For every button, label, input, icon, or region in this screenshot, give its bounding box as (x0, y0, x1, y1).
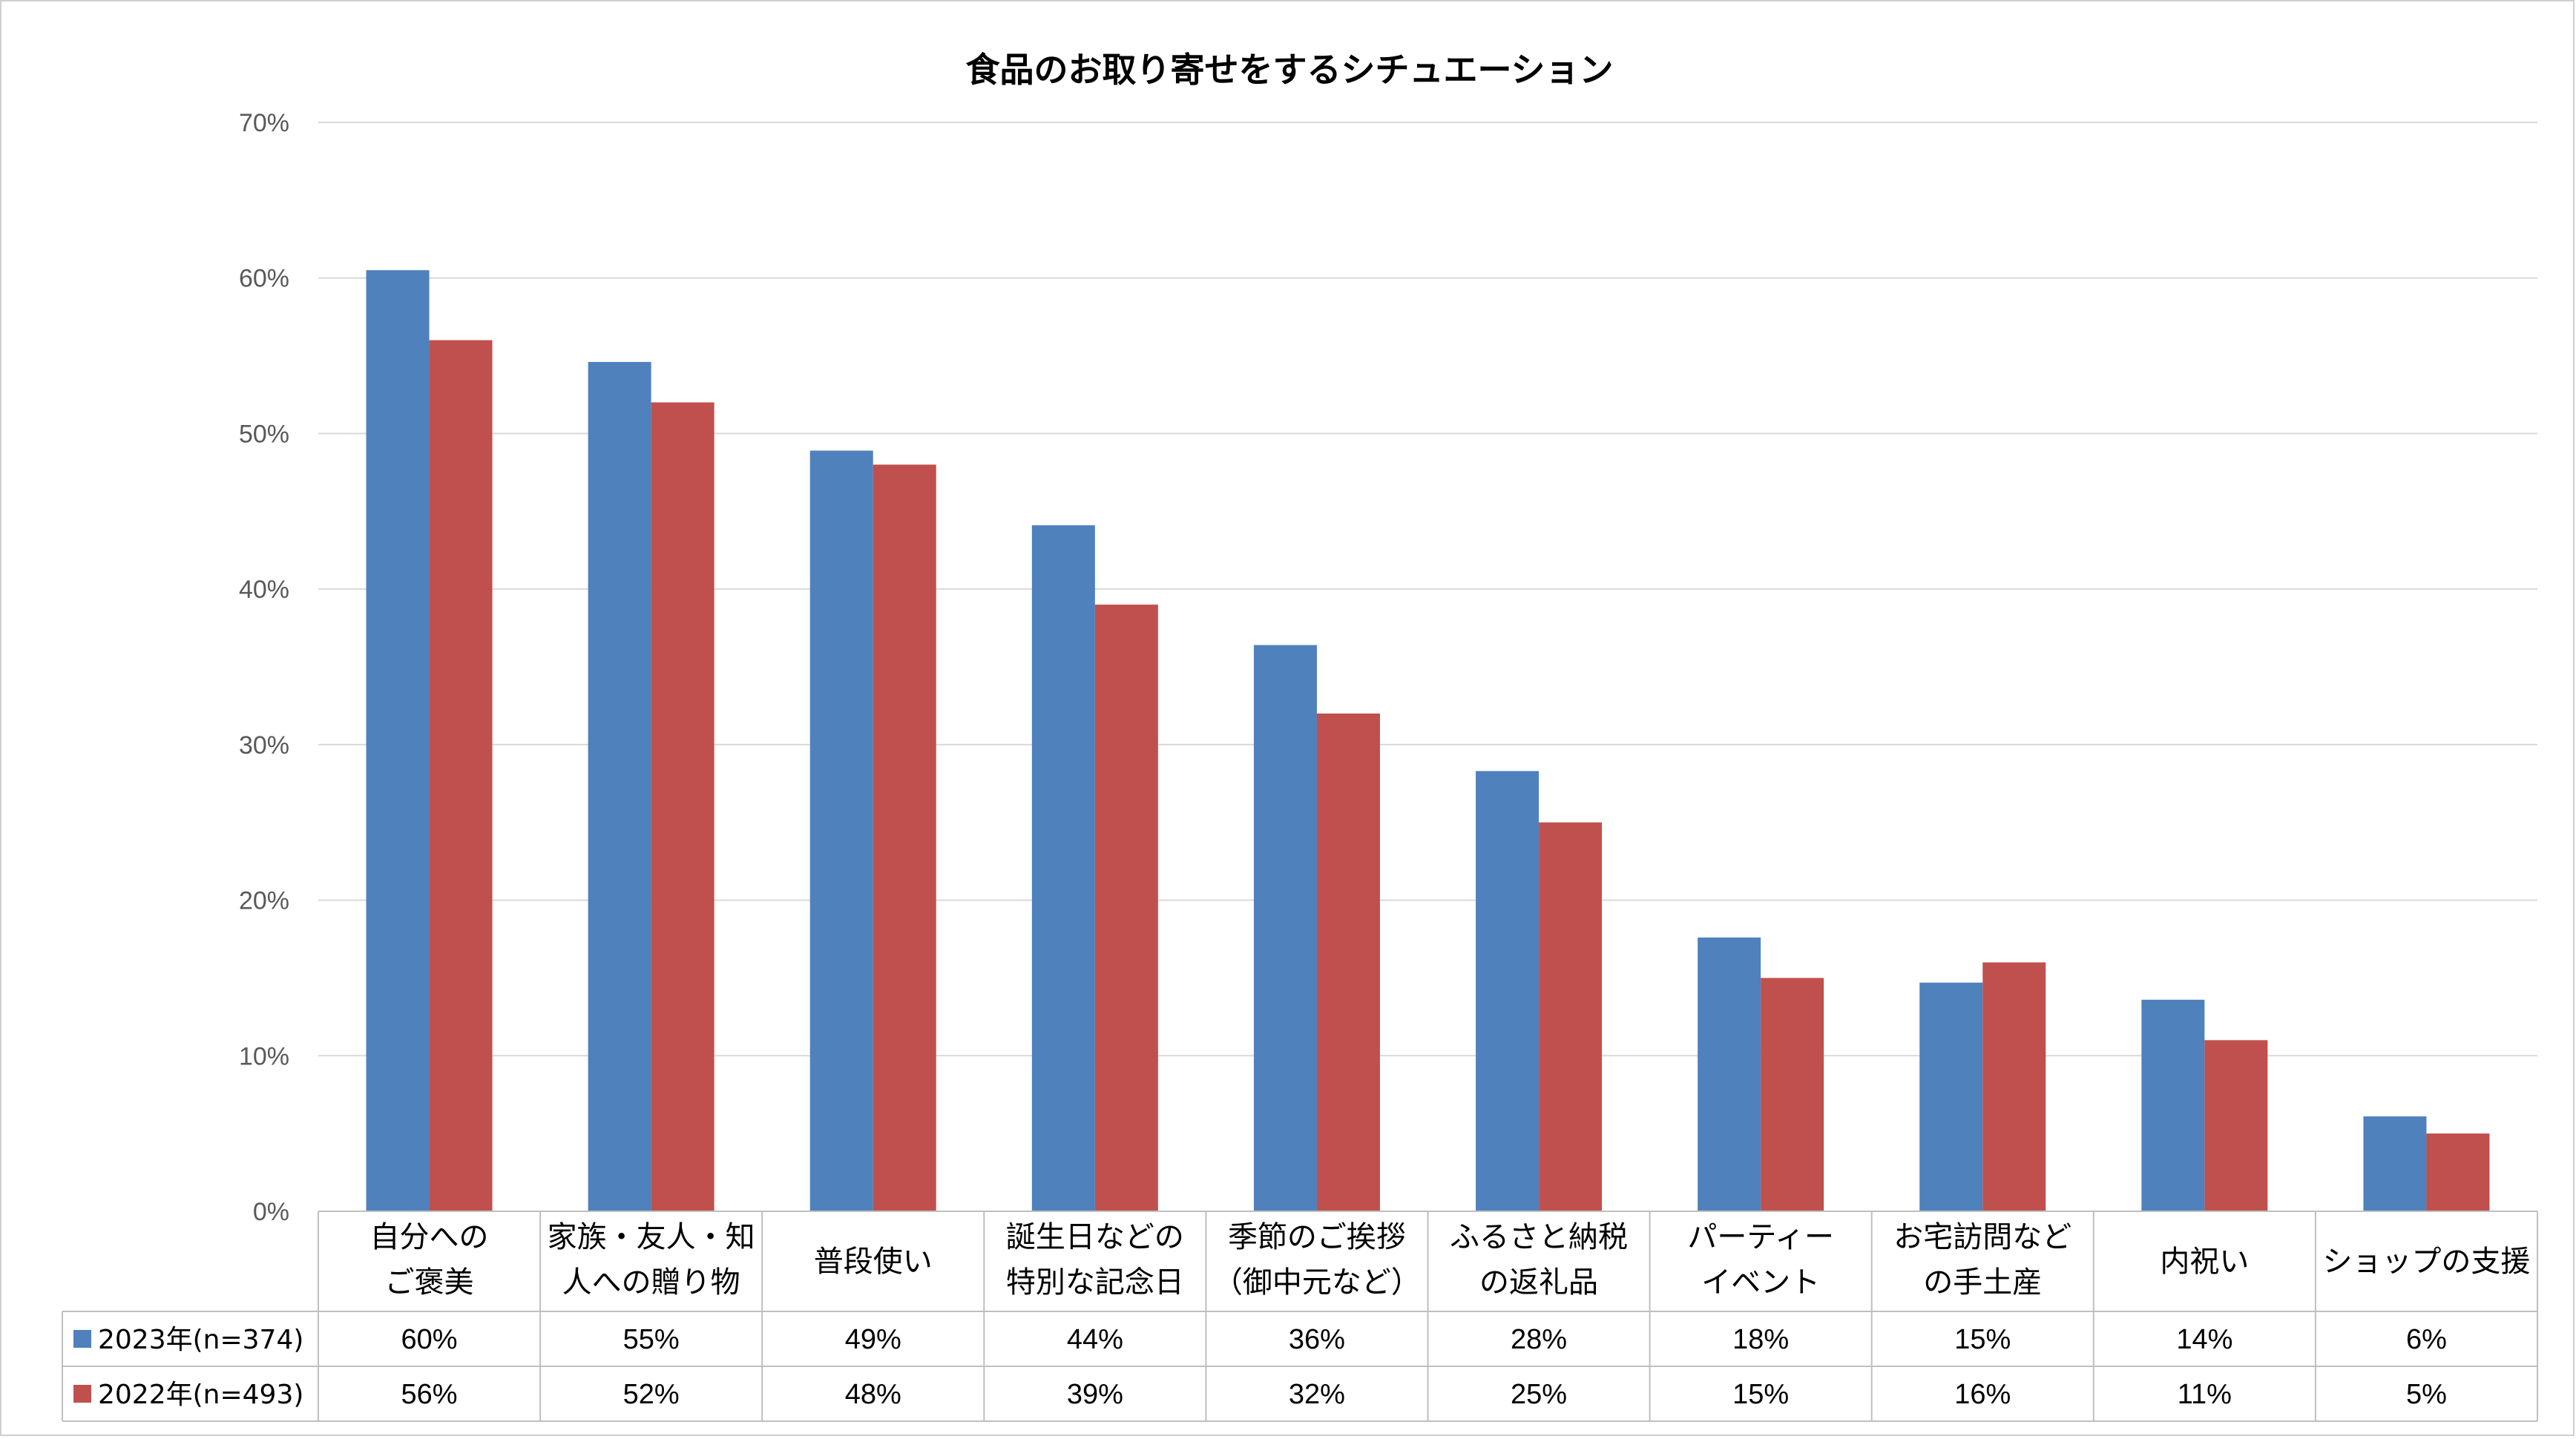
data-label: 15% (1954, 1324, 2011, 1355)
y-tick-label: 40% (239, 576, 289, 604)
y-tick-label: 20% (239, 887, 289, 915)
data-label: 16% (1954, 1379, 2011, 1410)
y-tick-label: 70% (239, 109, 289, 137)
data-label: 14% (2176, 1324, 2232, 1355)
bar (651, 402, 714, 1211)
x-category-label: ふるさと納税 (1450, 1220, 1628, 1254)
data-label: 25% (1511, 1379, 1567, 1410)
data-label: 6% (2406, 1324, 2447, 1355)
bar-series (366, 270, 2490, 1212)
x-category-label: 誕生日などの (1006, 1220, 1184, 1254)
bar (1539, 822, 1603, 1211)
data-label: 28% (1511, 1324, 1567, 1355)
x-category-label: パーティー (1687, 1220, 1834, 1254)
bar (1476, 771, 1540, 1211)
bar (1094, 605, 1158, 1211)
y-axis: 0% 10% 20% 30% 40% 50% 60% 70% (239, 109, 289, 1226)
x-category-label: の手土産 (1923, 1265, 2042, 1300)
data-label: 11% (2178, 1379, 2232, 1410)
x-category-label: 人への贈り物 (562, 1265, 740, 1300)
x-category-label: 内祝い (2160, 1245, 2249, 1279)
bar (1031, 525, 1095, 1211)
bar (1253, 645, 1317, 1211)
data-label: 52% (623, 1379, 680, 1410)
x-category-label: イベント (1701, 1265, 1820, 1300)
data-label: 48% (845, 1379, 901, 1410)
x-category-label: 季節のご挨拶 (1228, 1220, 1406, 1254)
bar (2363, 1116, 2427, 1211)
bar (1698, 937, 1761, 1211)
y-tick-label: 0% (253, 1198, 289, 1226)
data-label: 15% (1732, 1379, 1789, 1410)
data-label: 5% (2406, 1379, 2447, 1410)
x-category-label: 特別な記念日 (1006, 1265, 1184, 1300)
x-category-label: ショップの支援 (2322, 1245, 2530, 1279)
x-category-label: ご褒美 (385, 1265, 474, 1300)
chart-title: 食品のお取り寄せをするシチュエーション (965, 50, 1613, 90)
data-label: 49% (845, 1324, 901, 1355)
bar (588, 361, 651, 1212)
bar (2141, 999, 2205, 1211)
x-category-label: 自分への (370, 1220, 489, 1254)
bar (1316, 713, 1380, 1211)
x-category-label: の返礼品 (1479, 1265, 1598, 1300)
bar (2204, 1040, 2268, 1211)
x-category-label: お宅訪問など (1893, 1220, 2071, 1254)
y-tick-label: 10% (239, 1042, 289, 1070)
bar (1919, 982, 1983, 1211)
y-tick-label: 60% (239, 265, 289, 293)
bar (873, 464, 936, 1211)
data-label: 18% (1732, 1324, 1789, 1355)
x-category-label: 普段使い (814, 1245, 933, 1279)
data-label: 32% (1289, 1379, 1345, 1410)
y-tick-label: 30% (239, 731, 289, 760)
legend-label: 2022年(n=493) (98, 1380, 303, 1410)
data-label: 56% (401, 1379, 458, 1410)
x-category-label: 家族・友人・知 (548, 1220, 755, 1254)
bar (429, 340, 493, 1212)
bar (2426, 1133, 2490, 1211)
data-label: 55% (623, 1324, 680, 1355)
legend-key (73, 1385, 91, 1403)
legend-label: 2023年(n=374) (98, 1325, 303, 1355)
data-label: 36% (1289, 1324, 1345, 1355)
bar (1761, 978, 1824, 1211)
legend-key (73, 1330, 91, 1348)
bar (809, 450, 873, 1212)
x-category-label: （御中元など） (1213, 1265, 1421, 1300)
bar (1982, 962, 2046, 1211)
data-label: 44% (1067, 1324, 1123, 1355)
y-tick-label: 50% (239, 420, 289, 448)
data-label: 39% (1067, 1379, 1123, 1410)
bar (366, 270, 430, 1212)
data-label: 60% (401, 1324, 458, 1355)
